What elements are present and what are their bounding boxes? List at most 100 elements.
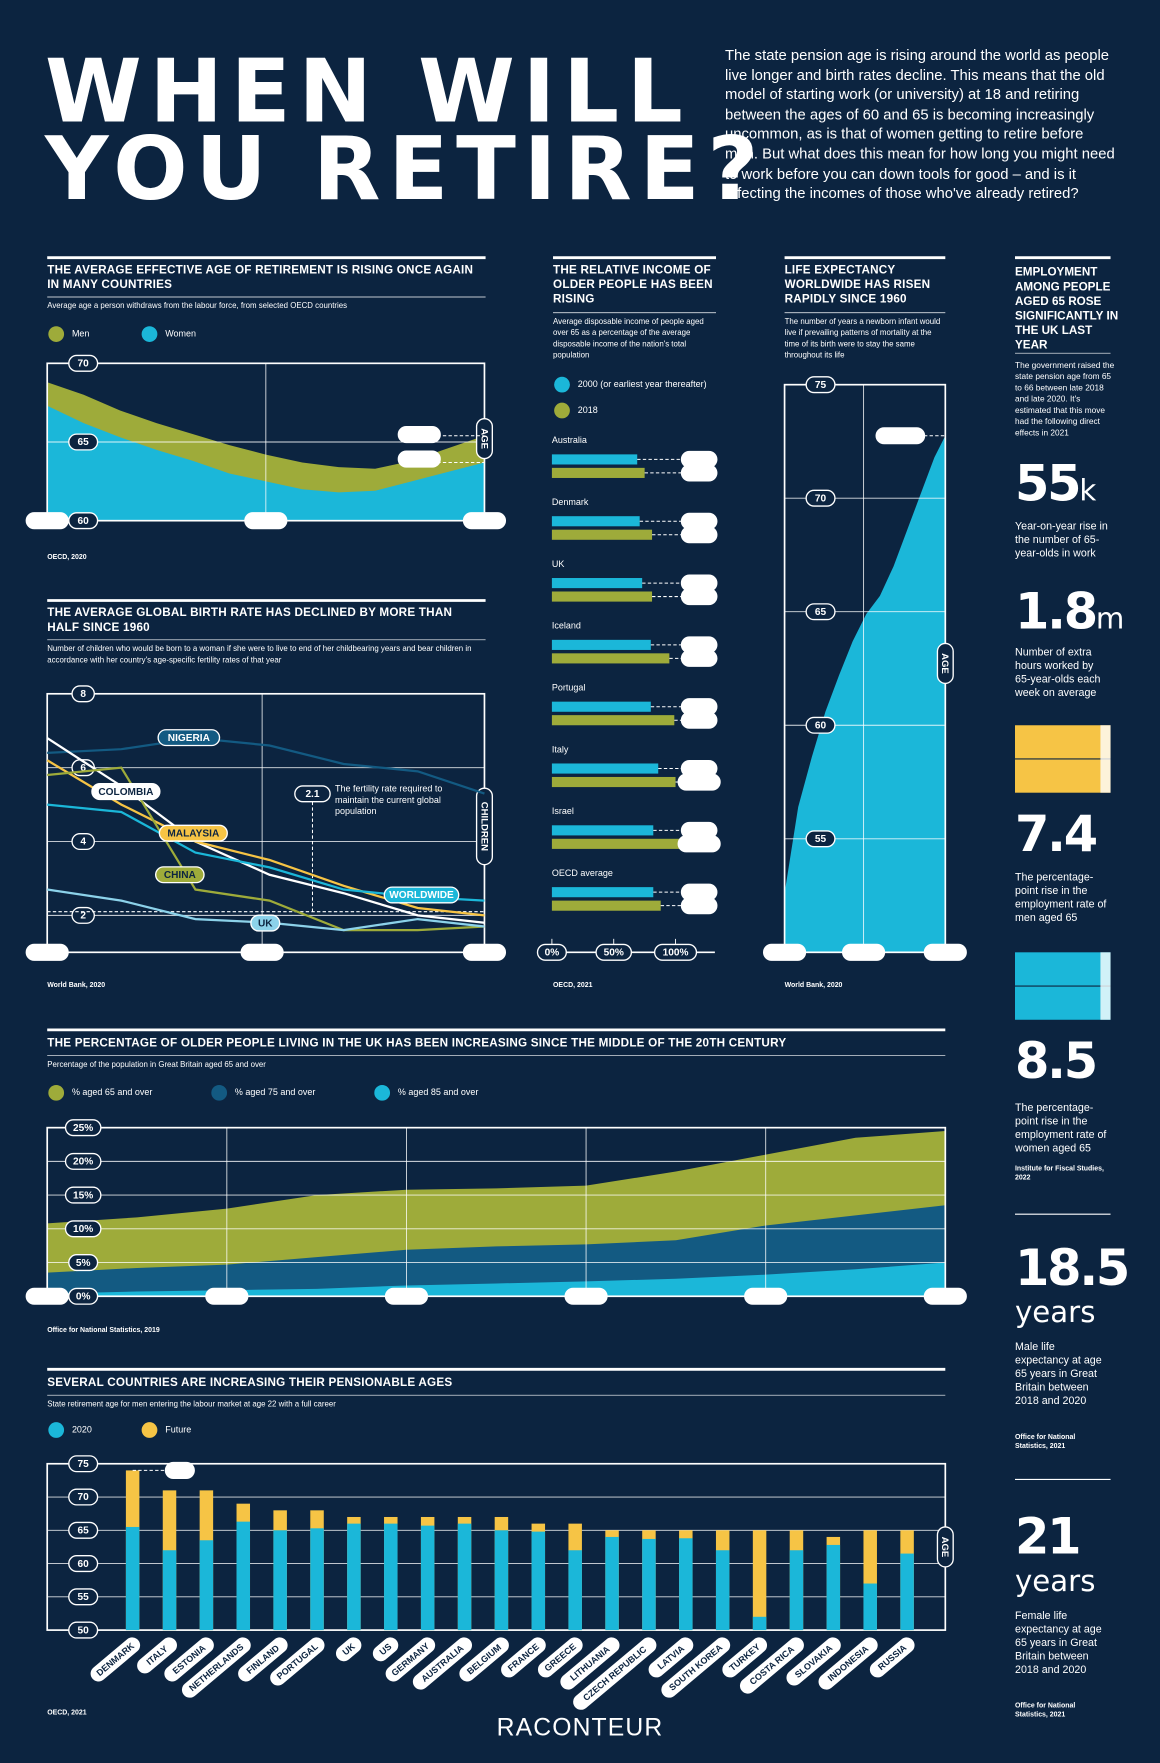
x-tick-label-text: 0% <box>545 948 560 959</box>
x-tick-label-bg <box>462 943 507 961</box>
chart-title: THE AVERAGE EFFECTIVE AGE OF RETIREMENT … <box>47 264 474 292</box>
stat-unit: years <box>1015 1564 1096 1599</box>
y-tick-label-bg <box>64 1186 102 1204</box>
illustration-hatch <box>1100 725 1111 793</box>
x-tick-label-text: 1994 <box>255 516 278 527</box>
value-label: 81% <box>680 588 718 606</box>
axis-title: AGE <box>936 642 954 685</box>
x-tick-label-bg <box>653 943 698 961</box>
bar <box>642 1538 656 1631</box>
stat-source: Institute for Fiscal Studies, 2022 <box>1015 1164 1104 1182</box>
y-tick-label: 10% <box>64 1220 102 1238</box>
x-tick-label: 2050 <box>923 1287 967 1305</box>
bar <box>125 1526 140 1631</box>
x-tick-label: 2019 <box>923 943 967 961</box>
x-tick-label-bg <box>25 943 69 961</box>
category-label: US <box>372 1637 399 1662</box>
y-tick-label: 65 <box>805 603 836 621</box>
stat-value: 21 years <box>1015 1509 1118 1599</box>
y-tick-label: 0% <box>68 1287 99 1305</box>
series-label-text: UK <box>258 918 273 929</box>
y-tick-label: 70 <box>68 354 99 372</box>
value-label-text: 74 <box>174 1466 186 1477</box>
chart-subtitle: State retirement age for men entering th… <box>47 1400 336 1409</box>
y-tick-label-text: 70 <box>78 1492 90 1503</box>
chart-subtitle-box: Number of children who would be born to … <box>47 645 471 664</box>
series-label-bg <box>155 866 205 884</box>
y-tick-label: 4 <box>71 832 95 851</box>
category-label: UK <box>552 559 564 569</box>
x-tick-label-text: 100% <box>663 948 689 959</box>
category-label-bg <box>869 1637 915 1678</box>
chart-title: THE AVERAGE GLOBAL BIRTH RATE HAS DECLIN… <box>47 607 453 635</box>
axis-title-bg <box>936 642 954 685</box>
bar <box>551 578 643 589</box>
chart-title-box: THE AVERAGE EFFECTIVE AGE OF RETIREMENT … <box>47 264 474 292</box>
x-tick-label-bg <box>462 512 507 530</box>
bar <box>551 653 670 664</box>
legend-swatch <box>554 402 570 419</box>
bar <box>494 1530 509 1631</box>
axis-title: AGE <box>936 1526 954 1568</box>
stat-unit: k <box>1079 474 1097 509</box>
x-tick-label: 1989 <box>240 943 284 961</box>
series-label-bg <box>383 886 460 904</box>
bar <box>531 1531 546 1631</box>
bar <box>551 763 659 774</box>
stat-text: Male life expectancy at age 65 years in … <box>1015 1341 1102 1408</box>
stat-value: 8.5 <box>1015 1034 1118 1090</box>
y-tick-label-text: 6 <box>80 763 86 774</box>
y-tick-label: 50 <box>68 1621 99 1639</box>
x-tick-label-bg <box>25 512 69 530</box>
y-tick-label-text: 5% <box>76 1258 91 1269</box>
chart-source-box: World Bank, 2020 <box>785 982 843 990</box>
side-box: EMPLOYMENT AMONG PEOPLE AGED 65 ROSE SIG… <box>1015 267 1127 1719</box>
bar <box>551 887 654 898</box>
bar <box>457 1523 472 1631</box>
value-label-text: 69% <box>689 455 709 466</box>
y-tick-label-bg <box>805 716 836 734</box>
x-tick-label-bg <box>240 943 284 961</box>
bar <box>310 1528 324 1631</box>
stat-number: 1.8 <box>1015 583 1098 641</box>
y-tick-label-text: 75 <box>815 380 827 391</box>
legend-label: 2000 (or earliest year thereafter) <box>578 379 707 389</box>
chart-source-box: World Bank, 2020 <box>47 981 106 990</box>
x-tick-label-bg <box>25 1287 69 1305</box>
x-tick-label-bg <box>923 943 967 961</box>
value-label: 88% <box>680 897 718 915</box>
value-label-text: 86% <box>689 764 709 775</box>
main-title: WHEN WILL <box>45 41 691 143</box>
chart-subtitle: Average age a person withdraws from the … <box>47 302 348 311</box>
x-tick-label-bg <box>536 943 567 961</box>
annotation-text-box: The fertility rate required to maintain … <box>335 784 442 817</box>
value-label-text: 82% <box>689 887 709 898</box>
bar <box>384 1523 398 1631</box>
x-tick-label-text: 1950 <box>36 1292 59 1303</box>
chart-subtitle-box: Average disposable income of people aged… <box>553 318 704 360</box>
bar <box>347 1523 361 1631</box>
value-label-bg <box>677 835 721 853</box>
category-label-bg <box>164 1637 214 1682</box>
y-tick-label: 70 <box>68 1488 99 1506</box>
y-tick-label-bg <box>64 1220 102 1238</box>
series-label-text: COLOMBIA <box>98 787 154 798</box>
x-tick-label: 2030 <box>744 1287 788 1305</box>
x-tick-label: 1950 <box>25 1287 69 1305</box>
stat-source: Office for National Statistics, 2021 <box>1015 1702 1076 1719</box>
bar <box>551 639 651 650</box>
value-label-text: 75% <box>689 468 709 479</box>
series-label-bg <box>91 783 161 801</box>
x-tick-label-text: 50% <box>604 948 624 959</box>
area <box>47 1205 946 1297</box>
chart-title-box: THE PERCENTAGE OF OLDER PEOPLE LIVING IN… <box>47 1038 786 1050</box>
y-tick-label-bg <box>68 1287 99 1305</box>
chart-source-box: OECD, 2020 <box>47 553 86 561</box>
x-tick-label-bg <box>841 943 886 961</box>
chart-source: World Bank, 2020 <box>47 981 106 990</box>
series-label: MALAYSIA <box>158 824 228 842</box>
y-tick-label-text: 0% <box>76 1292 91 1303</box>
bar <box>605 1536 619 1631</box>
value-label: 72.75 <box>875 427 926 445</box>
series-label-bg <box>250 914 281 932</box>
